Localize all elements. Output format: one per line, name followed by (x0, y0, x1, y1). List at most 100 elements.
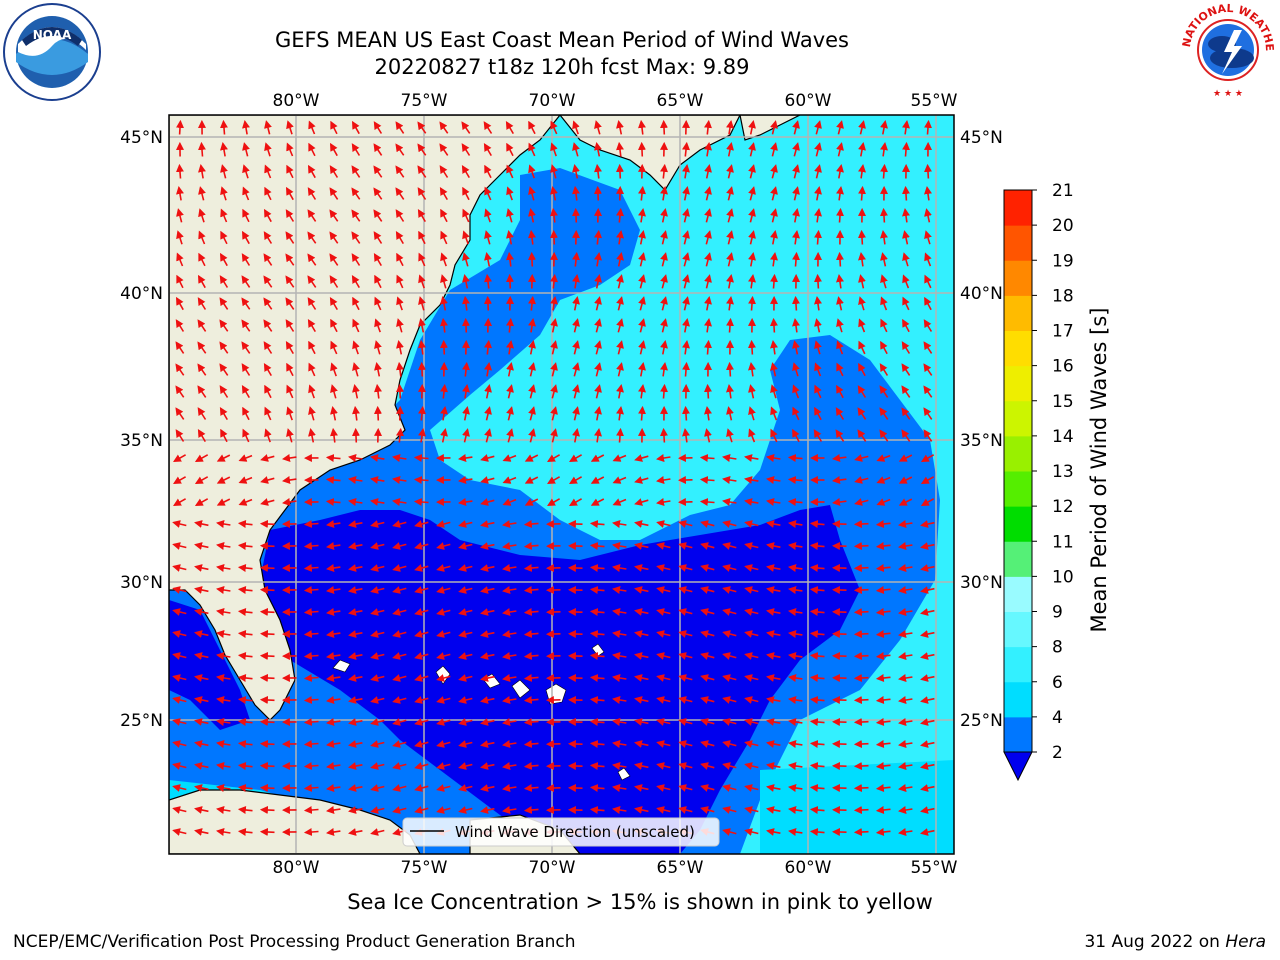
colorbar-tick-label: 17 (1052, 322, 1074, 342)
wind-wave-arrow (528, 295, 536, 311)
wind-wave-arrow (857, 385, 867, 398)
wind-wave-arrow (722, 674, 737, 682)
wind-wave-arrow (853, 652, 869, 661)
wind-wave-arrow (550, 186, 558, 201)
wind-wave-arrow (770, 406, 778, 421)
wind-wave-arrow (392, 586, 407, 594)
wind-wave-arrow (748, 186, 756, 201)
wind-wave-arrow (216, 454, 231, 462)
wind-wave-arrow (572, 362, 580, 377)
wind-wave-arrow (594, 296, 602, 311)
wind-wave-arrow (682, 186, 690, 201)
wind-wave-arrow (902, 230, 910, 245)
wind-wave-arrow (395, 209, 405, 222)
wind-wave-arrow (418, 296, 426, 311)
wind-wave-arrow (879, 385, 889, 398)
colorbar-segment (1004, 330, 1032, 367)
wind-wave-arrow (259, 629, 275, 638)
wind-wave-arrow (374, 296, 382, 311)
lat-tick-right: 45°N (960, 128, 1003, 148)
wind-wave-arrow (853, 718, 869, 727)
wind-wave-arrow (502, 652, 517, 660)
wind-wave-arrow (853, 542, 869, 551)
wind-wave-arrow (656, 564, 671, 572)
colorbar-segment (1004, 541, 1032, 577)
wind-wave-arrow (414, 542, 429, 550)
wind-wave-arrow (835, 429, 845, 442)
wind-wave-arrow (374, 362, 382, 377)
wind-wave-arrow (462, 252, 470, 267)
wind-wave-arrow (396, 427, 404, 443)
wind-wave-arrow (898, 828, 913, 836)
wind-wave-arrow (788, 806, 803, 814)
footer-host: Hera (1225, 932, 1266, 952)
wind-wave-arrow (480, 652, 495, 660)
wind-wave-arrow (370, 652, 385, 660)
wind-wave-arrow (704, 164, 712, 179)
wind-wave-arrow (700, 542, 715, 550)
wind-wave-arrow (348, 520, 363, 528)
wind-wave-arrow (744, 674, 759, 682)
wind-wave-arrow (260, 454, 275, 462)
wind-wave-arrow (902, 318, 910, 333)
wind-wave-arrow (286, 362, 294, 377)
colorbar-segment (1004, 295, 1032, 331)
wind-wave-arrow (480, 454, 495, 462)
wind-wave-arrow (875, 652, 891, 660)
wind-wave-arrow (792, 186, 800, 201)
wind-wave-arrow (898, 542, 913, 550)
wind-wave-arrow (572, 164, 580, 179)
wind-wave-arrow (241, 319, 251, 332)
wind-wave-arrow (176, 119, 184, 135)
wind-wave-arrow (726, 120, 734, 135)
wind-wave-arrow (704, 208, 712, 223)
wind-wave-arrow (370, 454, 385, 462)
wind-wave-arrow (175, 363, 185, 376)
wind-wave-arrow (373, 187, 383, 200)
wind-wave-arrow (506, 142, 514, 157)
wind-wave-arrow (814, 406, 822, 421)
wind-wave-arrow (634, 762, 649, 770)
wind-wave-arrow (788, 520, 803, 528)
wind-wave-arrow (439, 121, 449, 134)
wind-wave-direction-arrows (172, 119, 935, 837)
wind-wave-arrow (638, 119, 646, 135)
wind-wave-arrow (282, 476, 297, 484)
sea-ice-note: Sea Ice Concentration > 15% is shown in … (347, 890, 933, 914)
wind-wave-arrow (787, 498, 803, 506)
wind-wave-arrow (924, 252, 932, 267)
wind-wave-arrow (348, 630, 363, 638)
wind-wave-arrow (656, 806, 671, 814)
wind-wave-arrow (924, 163, 932, 179)
wind-wave-arrow (832, 498, 847, 506)
wind-wave-arrow (462, 230, 470, 245)
wind-wave-arrow (348, 476, 363, 484)
wind-wave-arrow (788, 652, 803, 660)
wind-wave-arrow (590, 454, 605, 462)
wind-wave-arrow (458, 454, 473, 462)
wind-wave-arrow (792, 230, 800, 245)
wind-wave-arrow (216, 828, 231, 836)
wind-wave-arrow (303, 608, 319, 616)
wind-wave-arrow (216, 608, 231, 616)
wind-wave-arrow (216, 806, 231, 814)
wind-wave-arrow (303, 586, 319, 594)
wind-wave-arrow (197, 385, 207, 398)
wind-wave-arrow (373, 121, 383, 134)
national-weather-service-logo-icon: NATIONAL WEATHER SERVICE ★ ★ ★ (1178, 2, 1276, 98)
wind-wave-arrow (523, 740, 539, 748)
wind-wave-arrow (699, 498, 715, 506)
wind-wave-arrow (307, 297, 317, 310)
wind-wave-arrow (858, 252, 866, 267)
wind-wave-arrow (461, 165, 470, 179)
wind-wave-arrow (329, 253, 339, 266)
wind-wave-arrow (722, 740, 737, 748)
wind-wave-arrow (370, 520, 385, 528)
wind-wave-arrow (523, 806, 539, 814)
wind-wave-arrow (352, 296, 360, 311)
wind-wave-arrow (726, 296, 734, 311)
wind-wave-arrow (194, 520, 209, 528)
wind-wave-arrow (326, 740, 341, 748)
wind-wave-arrow (197, 297, 207, 310)
wind-wave-arrow (901, 407, 911, 420)
